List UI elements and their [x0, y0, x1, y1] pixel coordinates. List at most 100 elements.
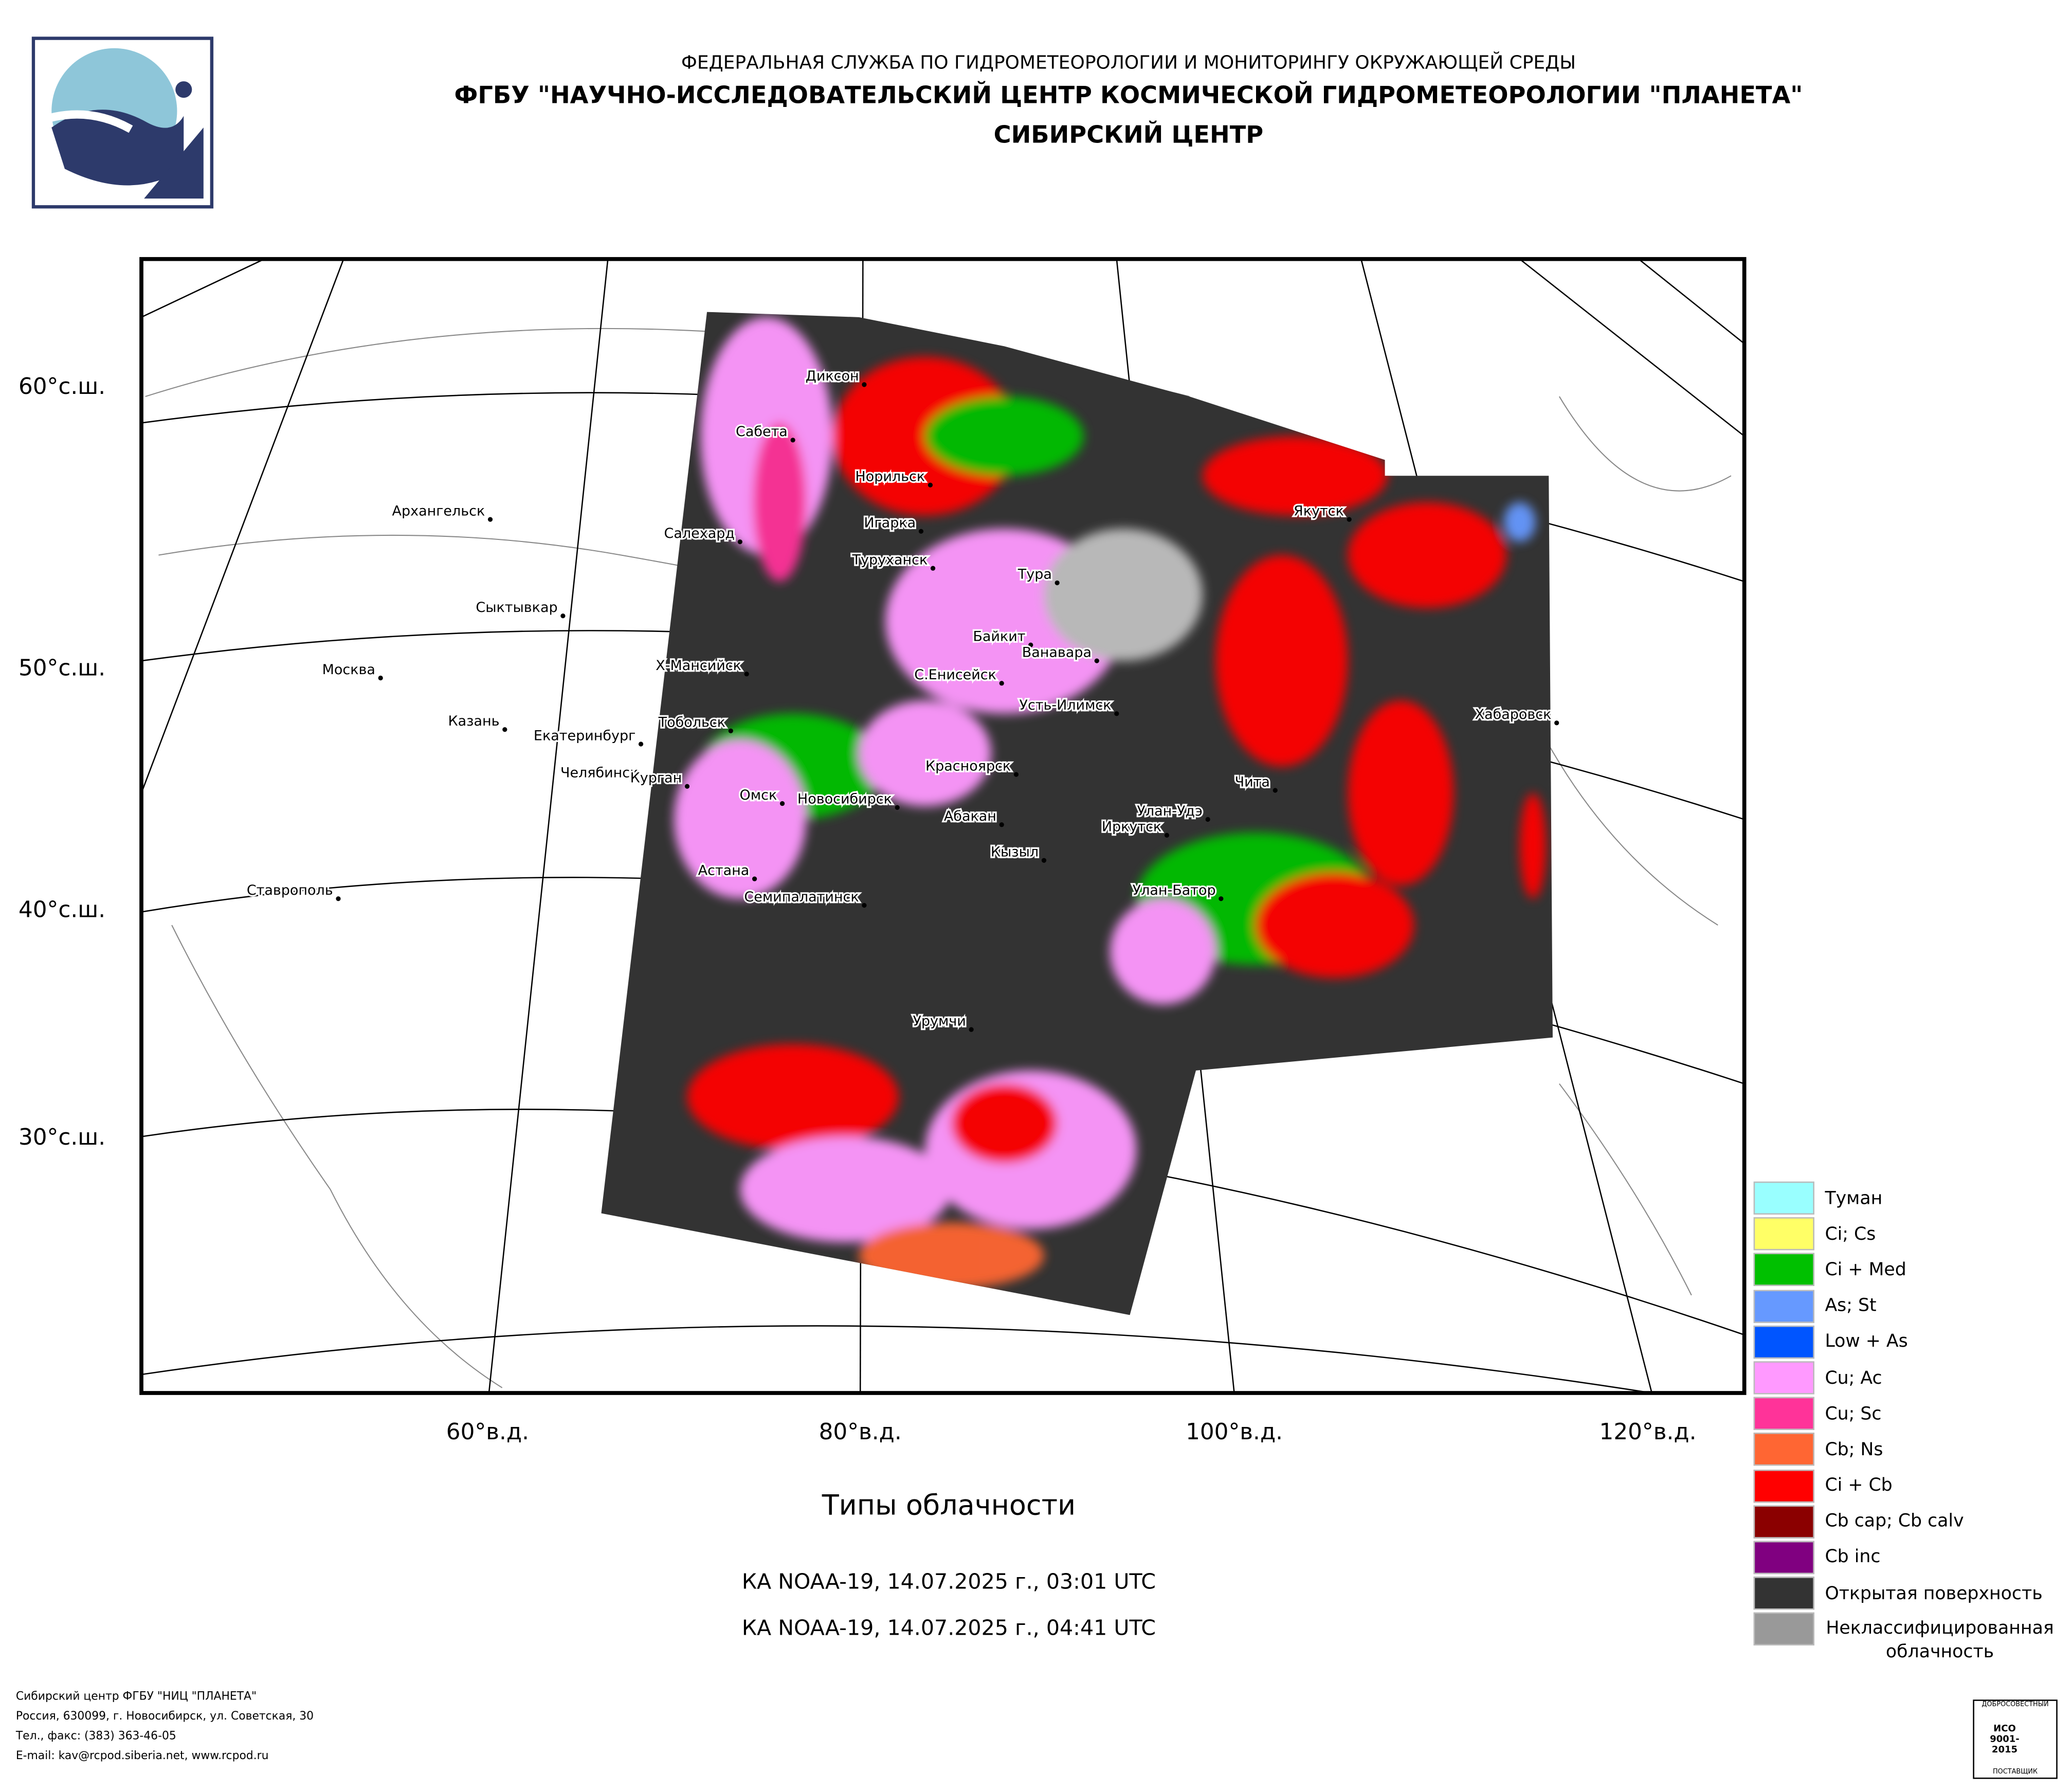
city-label: Семипалатинск — [744, 889, 859, 905]
city-dot — [930, 566, 936, 571]
city-dot — [1554, 720, 1559, 726]
city-dot — [684, 784, 690, 789]
city-dot — [1219, 896, 1224, 901]
legend-swatch — [1753, 1361, 1814, 1395]
legend-label: Ci; Cs — [1825, 1223, 1876, 1245]
city-dot — [1164, 833, 1170, 838]
city-label: Курган — [630, 770, 682, 786]
legend-swatch — [1753, 1289, 1814, 1323]
city-dot — [641, 779, 646, 784]
lon-label: 80°в.д. — [819, 1419, 902, 1445]
legend-swatch — [1753, 1541, 1814, 1575]
lat-label: 30°с.ш. — [19, 1124, 105, 1150]
legend-item: Неклассифицированная облачность — [1753, 1612, 2071, 1662]
city-label: Байкит — [973, 629, 1025, 645]
legend: Туман Ci; Cs Ci + Med As; St Low + As Cu; Ac C… — [1753, 1180, 2071, 1662]
legend-item: Открытая поверхность — [1753, 1576, 2071, 1612]
city-label: Архангельск — [392, 503, 485, 519]
legend-label: Неклассифицированная облачность — [1826, 1617, 2054, 1662]
legend-item: Туман — [1753, 1180, 2071, 1216]
footer-line: Сибирский центр ФГБУ "НИЦ "ПЛАНЕТА" — [15, 1690, 257, 1704]
legend-label: Low + As — [1825, 1331, 1908, 1353]
header-agency: ФЕДЕРАЛЬНАЯ СЛУЖБА ПО ГИДРОМЕТЕОРОЛОГИИ … — [681, 52, 1576, 74]
legend-label: Cb inc — [1825, 1547, 1881, 1568]
lat-label: 50°с.ш. — [19, 655, 105, 681]
legend-swatch — [1753, 1505, 1814, 1539]
city-dot — [862, 382, 867, 387]
city-label: Улан-Удэ — [1137, 803, 1202, 819]
city-label: Туруханск — [852, 552, 928, 568]
city-label: Екатеринбург — [534, 728, 635, 744]
city-label: Салехард — [664, 526, 735, 541]
city-label: Сабета — [736, 424, 788, 440]
footer-line: Россия, 630099, г. Новосибирск, ул. Сове… — [15, 1710, 314, 1724]
city-dot — [336, 896, 341, 901]
legend-swatch — [1753, 1613, 1814, 1646]
header-branch: СИБИРСКИЙ ЦЕНТР — [993, 121, 1264, 150]
city-dot — [999, 681, 1004, 686]
city-dot — [1347, 517, 1352, 522]
lat-label: 60°с.ш. — [19, 373, 105, 400]
legend-item: Low + As — [1753, 1324, 2071, 1360]
legend-swatch — [1753, 1469, 1814, 1503]
city-dot — [752, 876, 757, 881]
legend-item: Cu; Ac — [1753, 1360, 2071, 1396]
legend-label: Ci + Med — [1825, 1259, 1906, 1281]
city-dot — [1028, 642, 1033, 647]
city-dot — [969, 1027, 974, 1032]
city-label: Урумчи — [913, 1013, 966, 1029]
city-dot — [1114, 711, 1119, 716]
footer-line: Тел., факс: (383) 363-46-05 — [15, 1730, 176, 1744]
city-dot — [638, 741, 644, 747]
legend-label: Открытая поверхность — [1825, 1583, 2043, 1604]
legend-label: Cb; Ns — [1825, 1439, 1883, 1460]
city-dot — [895, 805, 900, 810]
city-label: С.Енисейск — [914, 667, 996, 683]
header-center: ФГБУ "НАУЧНО-ИССЛЕДОВАТЕЛЬСКИЙ ЦЕНТР КОС… — [454, 82, 1803, 110]
city-label: Усть-Илимск — [1020, 697, 1112, 713]
city-dot — [862, 902, 867, 908]
city-label: Кызыл — [991, 844, 1039, 860]
city-dot — [790, 438, 795, 443]
city-dot — [487, 517, 493, 522]
city-label: Новосибирск — [797, 791, 892, 807]
footer-line: E-mail: kav@rcpod.siberia.net, www.rcpod… — [15, 1749, 269, 1763]
city-dot — [999, 822, 1004, 827]
legend-label: Ci + Cb — [1825, 1475, 1893, 1496]
legend-label: As; St — [1825, 1295, 1877, 1317]
city-dot — [502, 727, 507, 732]
lon-label: 60°в.д. — [446, 1419, 529, 1445]
badge-code: ИСО 9001-2015 — [1990, 1723, 2020, 1756]
legend-swatch — [1753, 1433, 1814, 1467]
city-dot — [1205, 817, 1210, 822]
city-dot — [560, 613, 566, 619]
legend-item: Cu; Sc — [1753, 1396, 2071, 1432]
city-dot — [1094, 658, 1099, 663]
lon-label: 100°в.д. — [1186, 1419, 1283, 1445]
city-label: Омск — [740, 787, 777, 803]
city-label: Москва — [322, 662, 375, 678]
legend-swatch — [1753, 1253, 1814, 1287]
city-label: Х-Мансийск — [656, 658, 741, 674]
legend-swatch — [1753, 1181, 1814, 1215]
legend-item: As; St — [1753, 1288, 2071, 1324]
city-label: Казань — [448, 713, 499, 729]
caption-pass: КА NOAA-19, 14.07.2025 г., 03:01 UTC — [741, 1568, 1156, 1594]
city-label: Челябинск — [560, 765, 638, 781]
city-dot — [1055, 580, 1060, 586]
legend-item: Cb cap; Cb calv — [1753, 1504, 2071, 1540]
caption-pass: КА NOAA-19, 14.07.2025 г., 04:41 UTC — [741, 1615, 1156, 1640]
legend-label: Cu; Ac — [1825, 1367, 1882, 1389]
city-dot — [728, 728, 733, 733]
legend-item: Cb; Ns — [1753, 1432, 2071, 1468]
lon-label: 120°в.д. — [1600, 1419, 1697, 1445]
city-dot — [744, 672, 749, 677]
legend-label: Cb cap; Cb calv — [1825, 1511, 1964, 1532]
legend-swatch — [1753, 1577, 1814, 1610]
city-label: Абакан — [944, 808, 996, 824]
city-dot — [378, 675, 383, 681]
legend-label: Туман — [1825, 1187, 1883, 1209]
city-dot — [1013, 772, 1019, 777]
basemap: Диксон Сабета Норильск Архангельск Якутск Ига… — [141, 259, 1744, 1393]
